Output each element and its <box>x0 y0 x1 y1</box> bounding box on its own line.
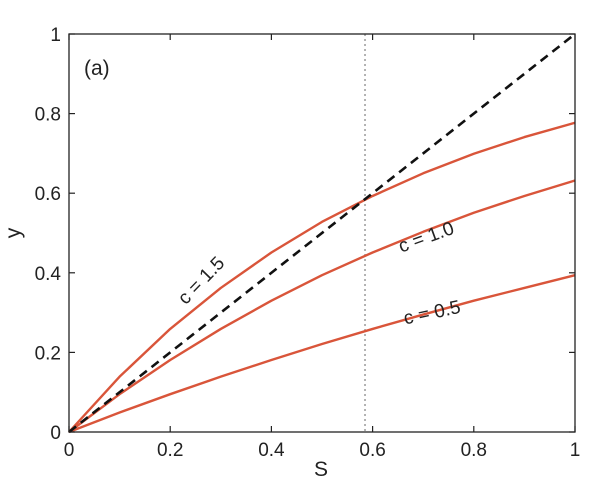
y-tick-label: 0 <box>50 423 61 444</box>
x-tick-label: 0 <box>64 440 75 461</box>
x-tick-label: 0.8 <box>461 440 487 461</box>
y-tick-label: 0.4 <box>35 264 62 285</box>
series-layer <box>68 32 576 434</box>
x-tick-label: 0.6 <box>359 440 385 461</box>
x-tick-label: 0.4 <box>258 440 285 461</box>
x-axis-label: S <box>314 458 328 481</box>
y-tick-label: 0.6 <box>35 184 61 205</box>
series-line-2 <box>68 274 576 434</box>
x-tick-label: 1 <box>570 440 581 461</box>
series-line-0 <box>68 121 576 433</box>
ticks-layer: 0 0.2 0.4 0.6 0.8 1 0 0.2 0.4 0.6 0.8 1 <box>35 25 581 461</box>
x-tick-label: 0.2 <box>157 440 183 461</box>
series-line-1 <box>68 179 576 433</box>
panel-label: (a) <box>84 57 110 80</box>
y-tick-label: 0.8 <box>35 105 61 126</box>
y-tick-label: 0.2 <box>35 343 61 364</box>
y-tick-label: 1 <box>50 25 61 46</box>
plot-frame <box>68 33 576 433</box>
series-line-3 <box>68 32 576 434</box>
y-axis-label: y <box>2 227 25 238</box>
